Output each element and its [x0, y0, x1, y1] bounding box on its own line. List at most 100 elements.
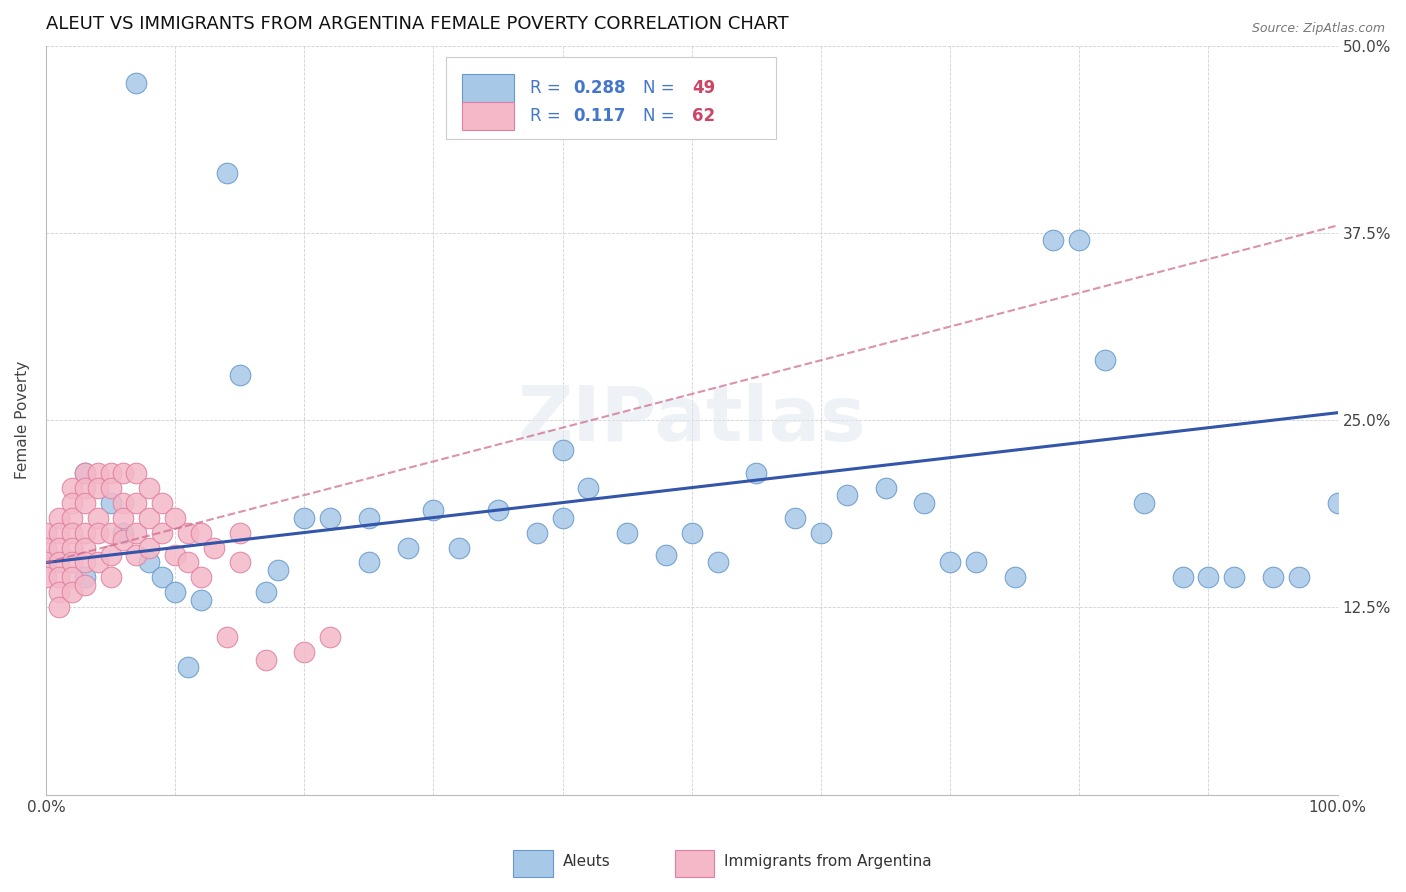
Point: [60, 541, 83, 555]
Point: [810, 525, 832, 540]
Point: [73, 466, 96, 480]
Point: [486, 503, 509, 517]
Point: [616, 525, 638, 540]
Point: [150, 495, 173, 509]
Point: [526, 525, 548, 540]
Text: Immigrants from Argentina: Immigrants from Argentina: [724, 855, 932, 869]
Point: [254, 585, 277, 599]
Point: [125, 525, 148, 540]
Point: [254, 653, 277, 667]
Point: [35, 541, 58, 555]
Point: [100, 495, 122, 509]
Point: [1326, 495, 1348, 509]
Point: [1133, 495, 1156, 509]
Point: [48, 600, 70, 615]
Point: [86, 466, 108, 480]
Text: Source: ZipAtlas.com: Source: ZipAtlas.com: [1251, 22, 1385, 36]
Point: [86, 556, 108, 570]
Point: [86, 525, 108, 540]
Point: [190, 570, 212, 584]
Point: [745, 466, 768, 480]
Point: [48, 510, 70, 524]
Point: [138, 556, 160, 570]
Point: [165, 548, 187, 562]
Point: [785, 510, 807, 524]
Bar: [463, 74, 513, 103]
Point: [100, 548, 122, 562]
Point: [875, 481, 897, 495]
Point: [125, 466, 148, 480]
Point: [138, 510, 160, 524]
Point: [551, 443, 574, 458]
Point: [48, 541, 70, 555]
Point: [48, 570, 70, 584]
Point: [578, 481, 600, 495]
Point: [422, 503, 444, 517]
Text: 62: 62: [692, 107, 714, 125]
Point: [73, 466, 96, 480]
Point: [267, 563, 290, 577]
Point: [60, 570, 83, 584]
Point: [912, 495, 935, 509]
Point: [125, 76, 148, 90]
Point: [100, 481, 122, 495]
Point: [150, 570, 173, 584]
Point: [449, 541, 471, 555]
Point: [86, 481, 108, 495]
Point: [1261, 570, 1284, 584]
Text: ZIPatlas: ZIPatlas: [517, 384, 866, 458]
Point: [190, 525, 212, 540]
Point: [100, 570, 122, 584]
Point: [60, 525, 83, 540]
Point: [60, 510, 83, 524]
Point: [681, 525, 703, 540]
Point: [60, 481, 83, 495]
Point: [215, 166, 238, 180]
Point: [357, 510, 380, 524]
Point: [165, 510, 187, 524]
Text: ALEUT VS IMMIGRANTS FROM ARGENTINA FEMALE POVERTY CORRELATION CHART: ALEUT VS IMMIGRANTS FROM ARGENTINA FEMAL…: [46, 15, 789, 33]
Y-axis label: Female Poverty: Female Poverty: [15, 361, 30, 479]
Point: [48, 556, 70, 570]
Point: [177, 556, 200, 570]
Point: [100, 525, 122, 540]
Point: [202, 541, 225, 555]
Point: [1042, 234, 1064, 248]
Point: [86, 510, 108, 524]
Point: [150, 525, 173, 540]
Text: 49: 49: [692, 79, 716, 97]
Point: [319, 631, 342, 645]
Point: [35, 556, 58, 570]
Point: [60, 495, 83, 509]
Point: [35, 525, 58, 540]
Point: [112, 510, 135, 524]
Point: [138, 541, 160, 555]
Point: [1198, 570, 1220, 584]
Point: [1288, 570, 1310, 584]
Text: Aleuts: Aleuts: [562, 855, 610, 869]
Point: [357, 556, 380, 570]
Point: [228, 368, 250, 383]
Point: [125, 495, 148, 509]
Point: [138, 481, 160, 495]
Point: [835, 488, 858, 502]
FancyBboxPatch shape: [446, 57, 776, 139]
Point: [292, 645, 315, 659]
Point: [1171, 570, 1194, 584]
Point: [73, 541, 96, 555]
Text: N =: N =: [643, 107, 675, 125]
Point: [73, 578, 96, 592]
Point: [177, 525, 200, 540]
Text: R =: R =: [530, 79, 567, 97]
Point: [1223, 570, 1246, 584]
Point: [319, 510, 342, 524]
Text: R =: R =: [530, 107, 572, 125]
Point: [48, 525, 70, 540]
Point: [73, 495, 96, 509]
Point: [35, 570, 58, 584]
Point: [1069, 234, 1091, 248]
Text: 0.117: 0.117: [574, 107, 626, 125]
Point: [939, 556, 962, 570]
Point: [965, 556, 987, 570]
Point: [228, 525, 250, 540]
